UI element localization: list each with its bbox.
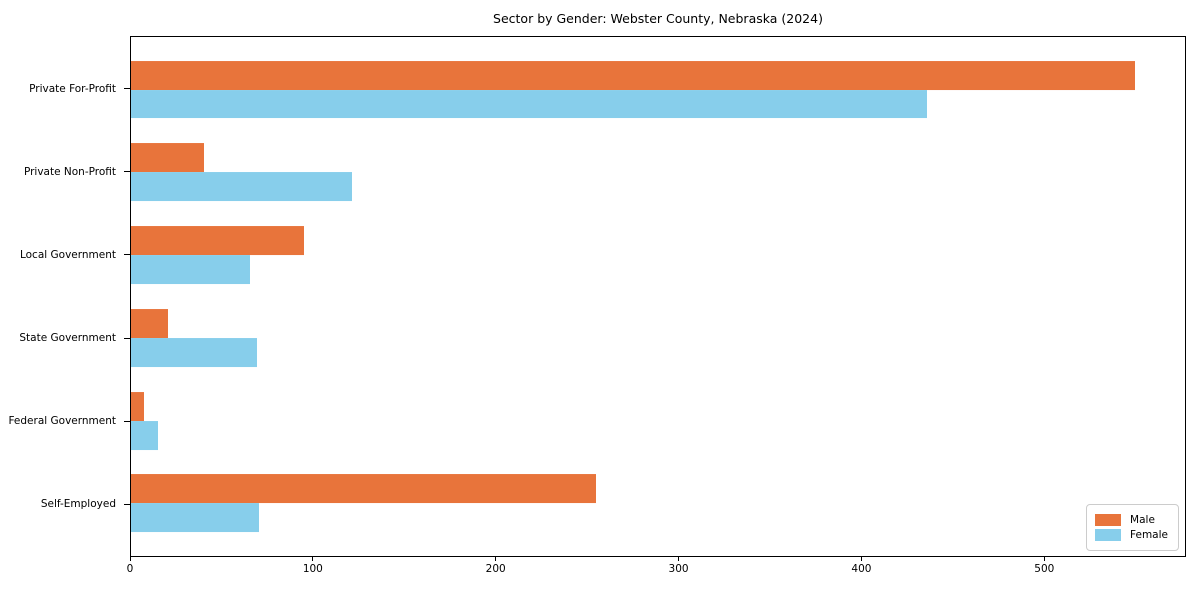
- y-tick-mark: [124, 171, 130, 173]
- category-label: Private For-Profit: [29, 82, 116, 95]
- chart-title: Sector by Gender: Webster County, Nebras…: [493, 11, 823, 26]
- bar-male: [131, 143, 204, 173]
- bar-male: [131, 60, 1135, 90]
- bar-male: [131, 308, 168, 338]
- y-tick-mark: [124, 503, 130, 505]
- y-axis-labels: Private For-Profit Private Non-Profit Loca…: [0, 36, 130, 557]
- bar-female: [131, 89, 927, 119]
- legend-swatch-male: [1095, 514, 1122, 526]
- bar-group: [131, 308, 1185, 367]
- bar-group: [131, 474, 1185, 533]
- plot-area: Male Female: [130, 36, 1186, 557]
- category-label: State Government: [19, 332, 116, 345]
- x-tick-label: 400: [851, 563, 872, 575]
- bar-group: [131, 60, 1185, 119]
- y-tick-mark: [124, 254, 130, 256]
- bar-female: [131, 420, 159, 450]
- x-tick-mark: [1043, 557, 1045, 561]
- category-label: Local Government: [19, 248, 116, 261]
- legend-label: Female: [1130, 529, 1168, 541]
- legend-swatch-female: [1095, 529, 1122, 541]
- x-tick-label: 200: [485, 563, 506, 575]
- bar-female: [131, 255, 250, 285]
- x-tick-mark: [129, 557, 131, 561]
- bar-group: [131, 143, 1185, 202]
- bar-female: [131, 503, 259, 533]
- legend-entry: Female: [1095, 529, 1168, 541]
- bar-group: [131, 391, 1185, 450]
- x-tick-mark: [678, 557, 680, 561]
- x-tick-label: 500: [1034, 563, 1055, 575]
- x-tick-label: 0: [126, 563, 134, 575]
- x-tick-mark: [495, 557, 497, 561]
- bar-female: [131, 172, 352, 202]
- category-label: Private Non-Profit: [23, 165, 116, 178]
- x-tick-mark: [312, 557, 314, 561]
- x-tick-mark: [860, 557, 862, 561]
- legend-label: Male: [1130, 514, 1155, 526]
- y-tick-mark: [124, 337, 130, 339]
- x-tick-label: 100: [302, 563, 323, 575]
- legend-entry: Male: [1095, 514, 1168, 526]
- bar-male: [131, 226, 305, 256]
- x-tick-label: 300: [668, 563, 689, 575]
- bar-group: [131, 226, 1185, 285]
- legend: Male Female: [1086, 504, 1179, 551]
- category-label: Self-Employed: [40, 498, 116, 511]
- y-tick-mark: [124, 420, 130, 422]
- category-label: Federal Government: [8, 415, 116, 428]
- bar-female: [131, 337, 257, 367]
- bar-male: [131, 474, 597, 504]
- y-tick-mark: [124, 88, 130, 90]
- bar-male: [131, 391, 144, 421]
- x-axis: 0 100 200 300 400 500: [126, 557, 1186, 581]
